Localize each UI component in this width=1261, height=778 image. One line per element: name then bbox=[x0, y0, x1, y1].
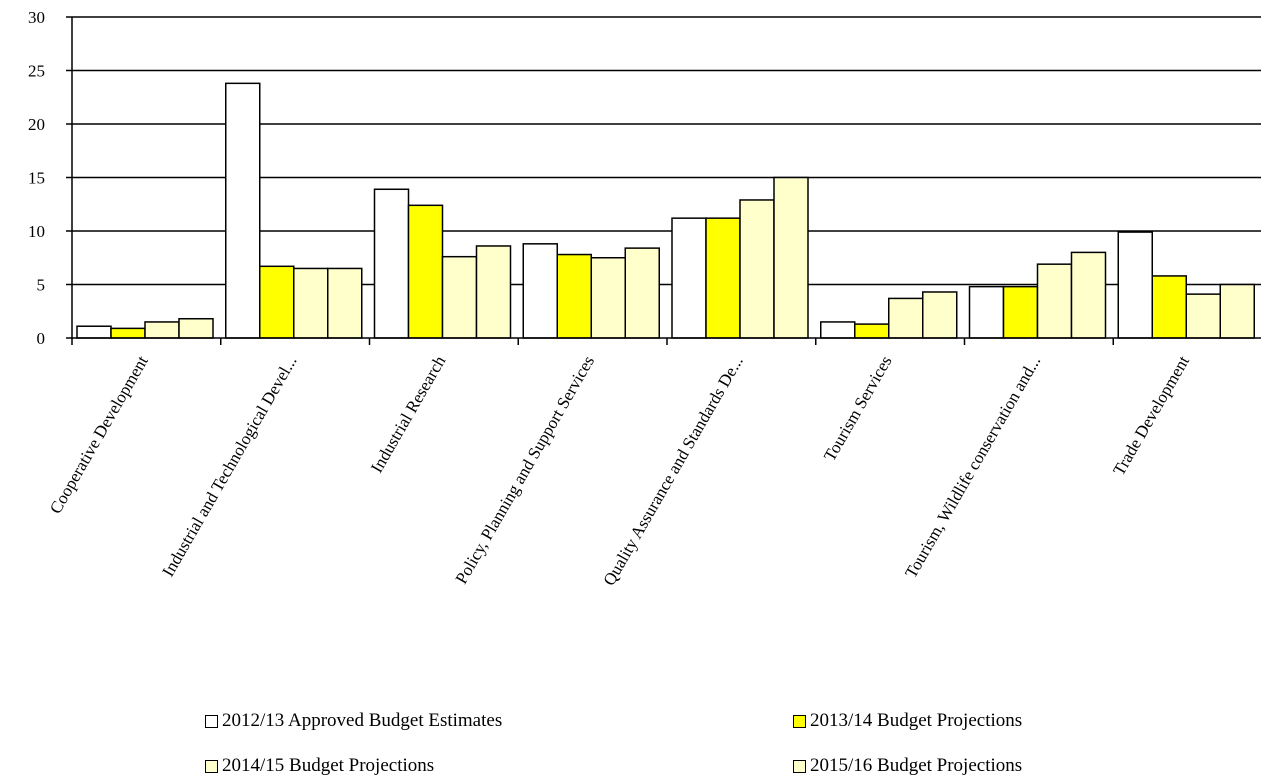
bar-4-7 bbox=[1070, 251, 1107, 339]
bar-2-3 bbox=[407, 204, 444, 339]
x-category-label: Cooperative Development bbox=[46, 352, 152, 517]
y-axis-ticks: 0 5 10 15 20 25 30 bbox=[28, 8, 72, 348]
legend: 2012/13 Approved Budget Estimates 2013/1… bbox=[0, 700, 1261, 778]
axes bbox=[71, 17, 1261, 345]
bar-3-3 bbox=[441, 255, 478, 339]
legend-item-2014-15: 2014/15 Budget Projections bbox=[205, 755, 434, 777]
bar-1-5 bbox=[671, 217, 707, 339]
bar-2-8 bbox=[1151, 275, 1187, 339]
legend-item-2013-14: 2013/14 Budget Projections bbox=[793, 710, 1022, 732]
legend-swatch-2014-15 bbox=[205, 759, 218, 773]
bar-4-2 bbox=[327, 267, 363, 339]
bar-1-8 bbox=[1117, 231, 1153, 339]
y-tick-label: 5 bbox=[37, 276, 46, 295]
bar-3-8 bbox=[1185, 293, 1221, 339]
bar-4-3 bbox=[475, 245, 512, 339]
bar-4-8 bbox=[1219, 283, 1255, 339]
bar-2-5 bbox=[705, 217, 741, 339]
bar-2-1 bbox=[110, 327, 146, 339]
x-category-label: Industrial Research bbox=[367, 352, 450, 476]
y-tick-label: 30 bbox=[28, 8, 45, 27]
bar-1-3 bbox=[373, 188, 410, 339]
x-category-label: Policy, Planning and Support Services bbox=[452, 353, 598, 588]
legend-label: 2014/15 Budget Projections bbox=[222, 755, 435, 776]
x-category-label: Trade Development bbox=[1109, 352, 1193, 479]
bar-1-1 bbox=[76, 325, 112, 339]
y-tick-label: 25 bbox=[28, 62, 45, 81]
bar-1-4 bbox=[522, 243, 558, 339]
legend-swatch-2012-13 bbox=[205, 714, 218, 728]
bar-3-5 bbox=[739, 199, 775, 339]
legend-item-2012-13: 2012/13 Approved Budget Estimates bbox=[205, 710, 502, 732]
legend-swatch-2013-14 bbox=[793, 714, 806, 728]
x-axis-labels: Cooperative Development Industrial and Te… bbox=[46, 352, 1193, 589]
bar-3-1 bbox=[144, 321, 180, 339]
bar-4-4 bbox=[624, 247, 660, 339]
bar-3-6 bbox=[888, 297, 924, 339]
bar-2-4 bbox=[556, 253, 592, 339]
bar-1-2 bbox=[225, 82, 261, 339]
bar-4-1 bbox=[178, 317, 214, 339]
y-tick-label: 10 bbox=[28, 222, 45, 241]
bar-2-6 bbox=[854, 323, 890, 339]
bar-3-4 bbox=[590, 257, 626, 339]
x-category-label: Tourism, Wildlife conservation and... bbox=[901, 353, 1044, 582]
bar-4-5 bbox=[773, 176, 809, 339]
x-category-label: Industrial and Technological Devel... bbox=[158, 353, 300, 580]
x-category-label: Quality Assurance and Standards De... bbox=[599, 353, 746, 589]
bar-1-7 bbox=[968, 285, 1005, 339]
legend-label: 2015/16 Budget Projections bbox=[810, 755, 1023, 776]
bar-1-6 bbox=[820, 321, 856, 339]
bar-2-2 bbox=[259, 265, 295, 339]
legend-item-2015-16: 2015/16 Budget Projections bbox=[793, 755, 1022, 777]
bar-3-7 bbox=[1036, 263, 1073, 339]
y-tick-label: 15 bbox=[28, 169, 45, 188]
bar-2-7 bbox=[1002, 285, 1039, 339]
bars bbox=[76, 82, 1255, 339]
legend-label: 2012/13 Approved Budget Estimates bbox=[222, 710, 503, 731]
legend-swatch-2015-16 bbox=[793, 759, 806, 773]
y-tick-label: 20 bbox=[28, 115, 45, 134]
bar-4-6 bbox=[922, 291, 958, 339]
y-tick-label: 0 bbox=[37, 329, 46, 348]
x-category-label: Tourism Services bbox=[820, 353, 896, 465]
legend-label: 2013/14 Budget Projections bbox=[810, 710, 1023, 731]
bar-3-2 bbox=[293, 267, 329, 339]
